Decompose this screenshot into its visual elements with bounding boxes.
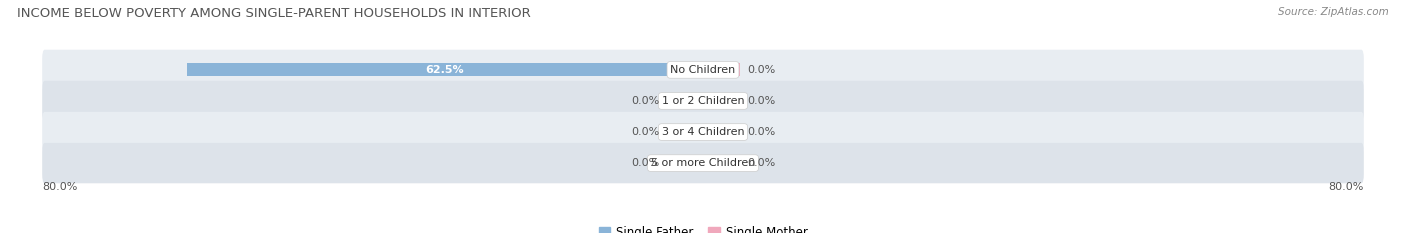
FancyBboxPatch shape: [42, 112, 1364, 152]
Text: 0.0%: 0.0%: [747, 127, 775, 137]
Text: 0.0%: 0.0%: [631, 127, 659, 137]
FancyBboxPatch shape: [42, 50, 1364, 90]
Bar: [666, 94, 703, 107]
Text: No Children: No Children: [671, 65, 735, 75]
Bar: [703, 126, 740, 139]
Bar: [703, 63, 740, 76]
Text: 0.0%: 0.0%: [631, 96, 659, 106]
Bar: [666, 157, 703, 170]
Legend: Single Father, Single Mother: Single Father, Single Mother: [593, 221, 813, 233]
Text: 1 or 2 Children: 1 or 2 Children: [662, 96, 744, 106]
Text: 80.0%: 80.0%: [42, 182, 77, 192]
Bar: [187, 63, 703, 76]
Text: 62.5%: 62.5%: [426, 65, 464, 75]
Text: Source: ZipAtlas.com: Source: ZipAtlas.com: [1278, 7, 1389, 17]
Bar: [703, 157, 740, 170]
Text: 0.0%: 0.0%: [747, 65, 775, 75]
Text: INCOME BELOW POVERTY AMONG SINGLE-PARENT HOUSEHOLDS IN INTERIOR: INCOME BELOW POVERTY AMONG SINGLE-PARENT…: [17, 7, 530, 20]
Text: 3 or 4 Children: 3 or 4 Children: [662, 127, 744, 137]
Text: 5 or more Children: 5 or more Children: [651, 158, 755, 168]
Text: 80.0%: 80.0%: [1329, 182, 1364, 192]
Text: 0.0%: 0.0%: [631, 158, 659, 168]
FancyBboxPatch shape: [42, 143, 1364, 183]
Text: 0.0%: 0.0%: [747, 158, 775, 168]
FancyBboxPatch shape: [42, 81, 1364, 121]
Bar: [703, 94, 740, 107]
Bar: [666, 126, 703, 139]
Text: 0.0%: 0.0%: [747, 96, 775, 106]
